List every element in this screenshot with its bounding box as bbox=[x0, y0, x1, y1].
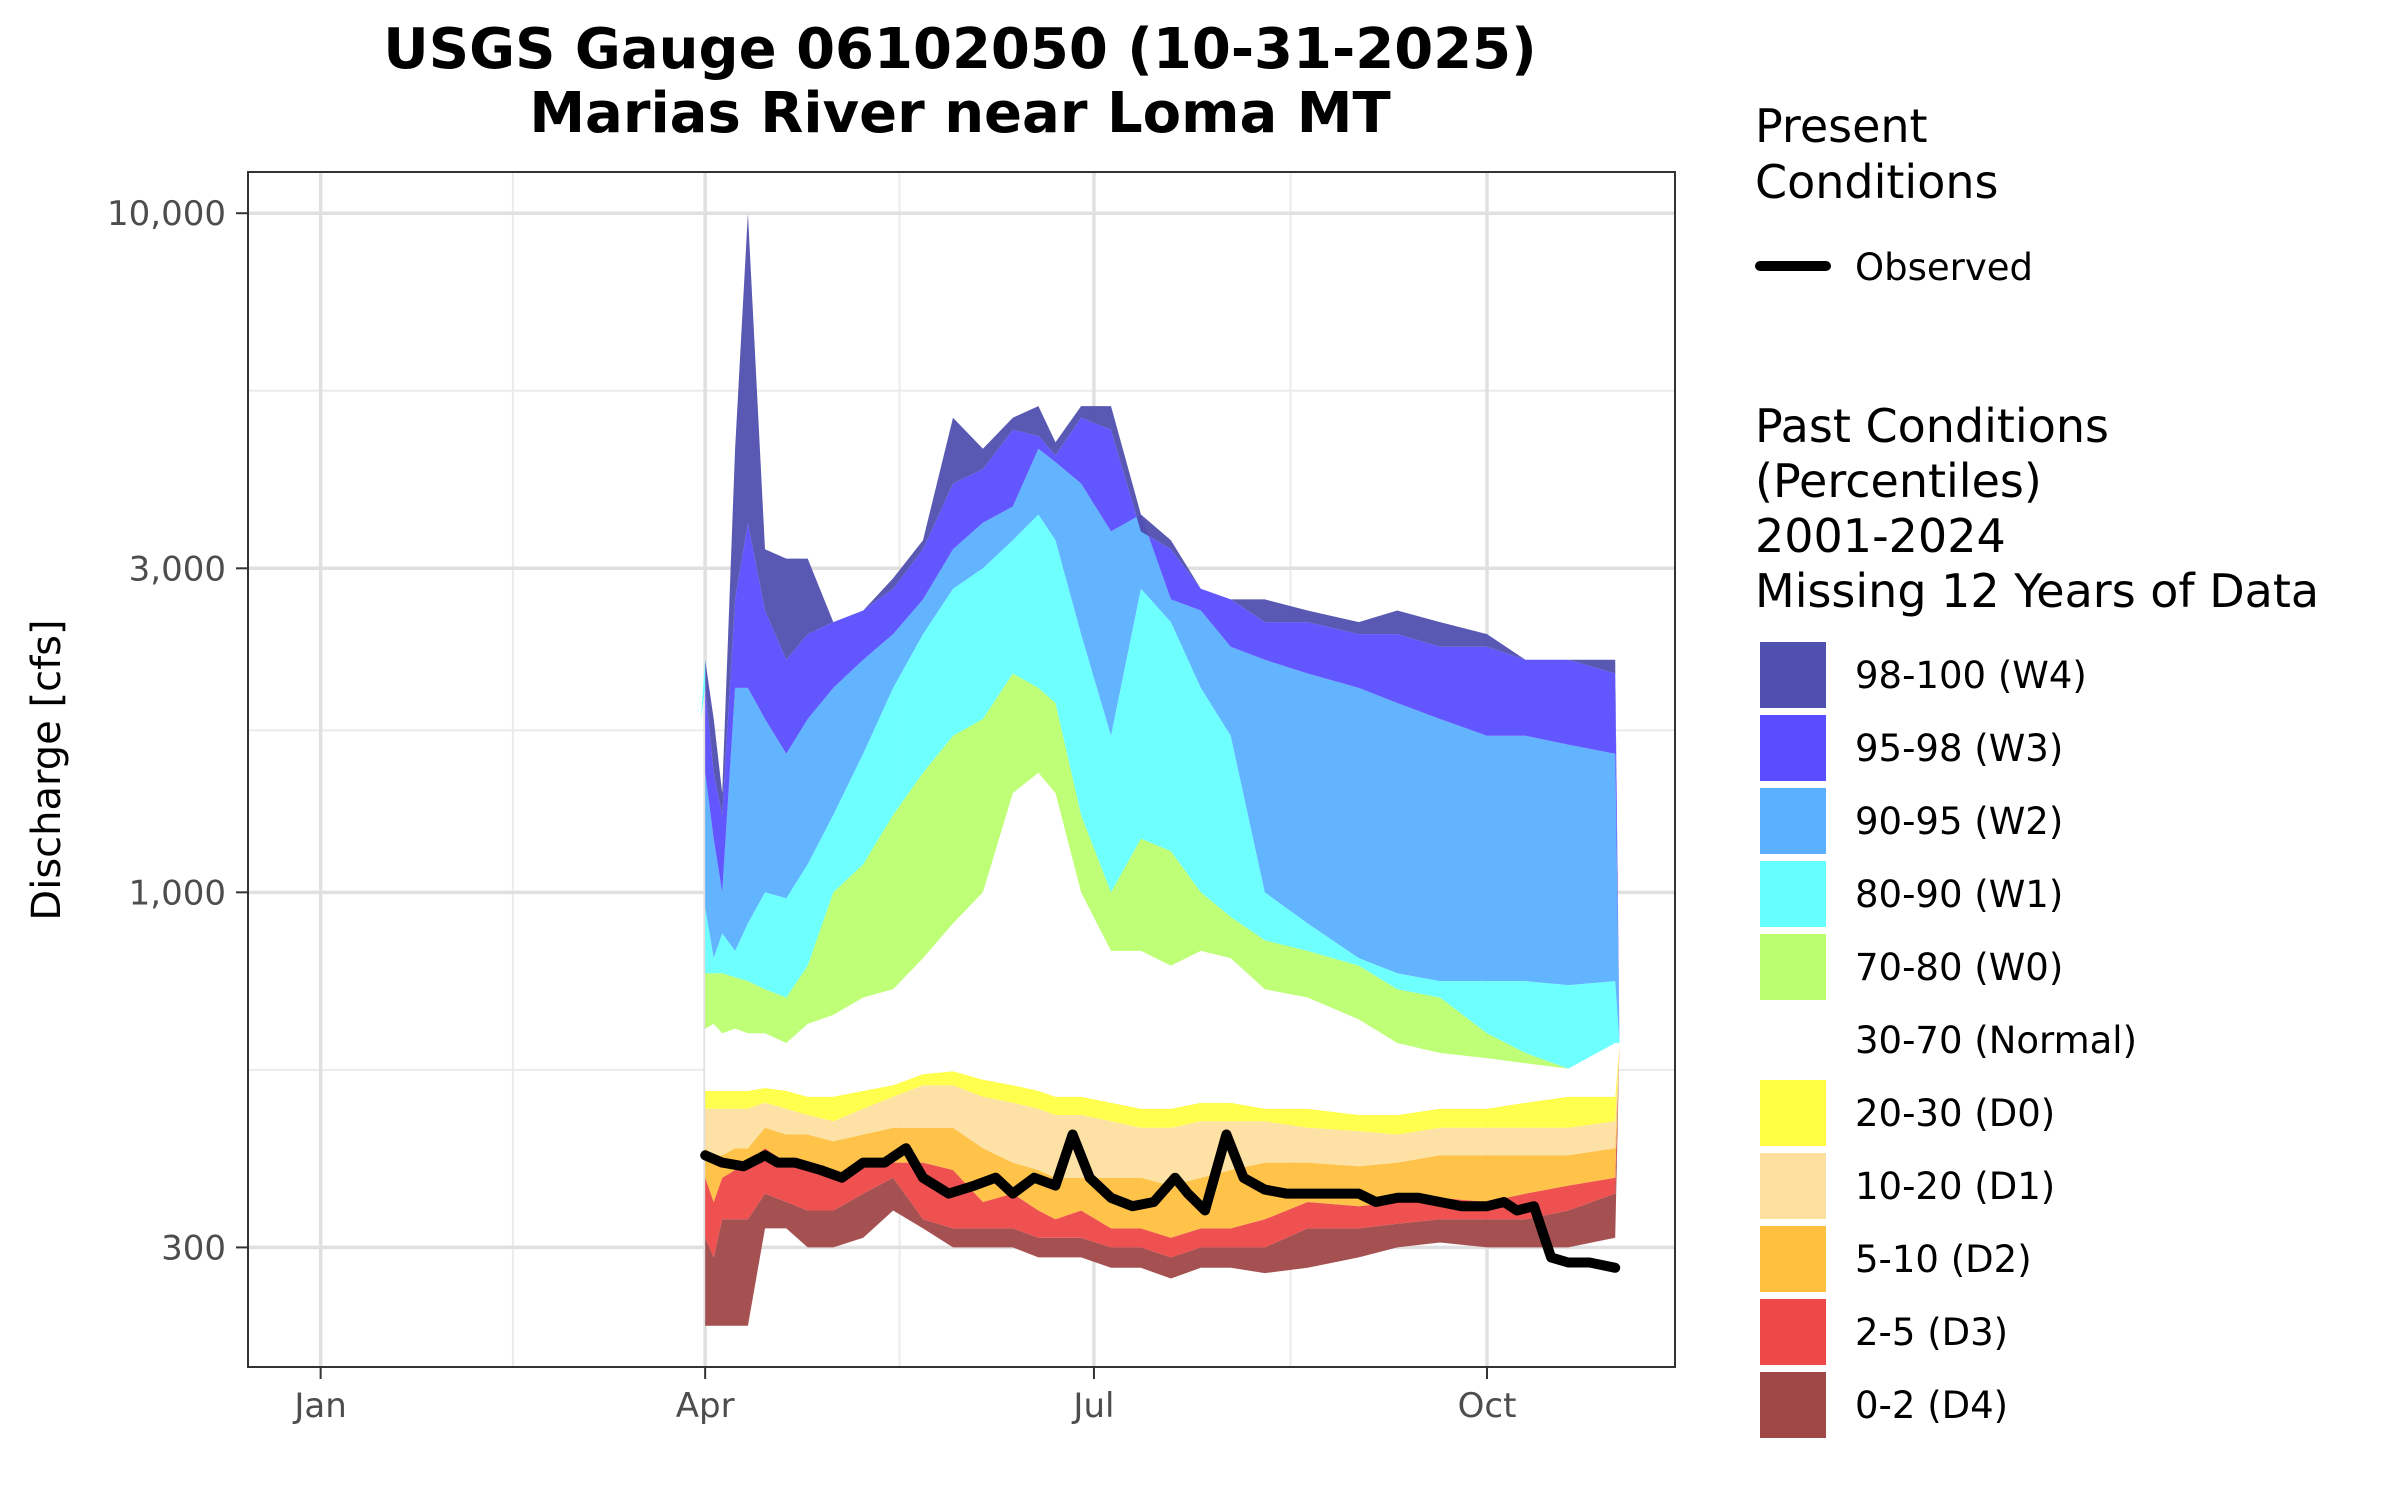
legend-swatch-7 bbox=[1760, 1153, 1826, 1219]
observed-series bbox=[700, 1129, 1621, 1273]
legend-observed-label: Observed bbox=[1855, 246, 2033, 289]
legend-swatch-3 bbox=[1760, 861, 1826, 927]
legend-swatch-4 bbox=[1760, 934, 1826, 1000]
band-0-2-d4 bbox=[705, 1019, 1628, 1326]
y-axis-label: Discharge [cfs] bbox=[24, 619, 70, 920]
legend-label-5: 30-70 (Normal) bbox=[1855, 1019, 2137, 1062]
band-80-90-w1 bbox=[705, 514, 1628, 1069]
chart-title-line-2: Marias River near Loma MT bbox=[529, 81, 1390, 146]
legend-present: Present Conditions Observed bbox=[1755, 99, 2033, 289]
chart-title-line-1: USGS Gauge 06102050 (10-31-2025) bbox=[383, 17, 1536, 82]
legend-label-1: 95-98 (W3) bbox=[1855, 727, 2063, 770]
legend-present-title-2: Conditions bbox=[1755, 155, 1998, 209]
legend-past-title-4: Missing 12 Years of Data bbox=[1755, 564, 2319, 618]
chart-title: USGS Gauge 06102050 (10-31-2025) Marias … bbox=[383, 17, 1536, 146]
y-tick-label-0: 300 bbox=[161, 1228, 226, 1268]
legend-past-title-2: (Percentiles) bbox=[1755, 454, 2042, 508]
band-20-30-d0 bbox=[705, 1019, 1628, 1135]
x-tick-label-2: Jul bbox=[1071, 1386, 1114, 1426]
legend-swatch-5 bbox=[1760, 1007, 1826, 1073]
percentile-bands bbox=[700, 213, 1628, 1326]
legend-label-6: 20-30 (D0) bbox=[1855, 1092, 2055, 1135]
x-tick-label-0: Jan bbox=[292, 1386, 346, 1426]
plot-border bbox=[247, 171, 1676, 1368]
y-tick-label-2: 3,000 bbox=[129, 549, 226, 589]
band-90-95-w2 bbox=[705, 448, 1628, 1043]
legend-swatch-6 bbox=[1760, 1080, 1826, 1146]
legend-label-2: 90-95 (W2) bbox=[1855, 800, 2063, 843]
legend-label-0: 98-100 (W4) bbox=[1855, 654, 2087, 697]
legend-swatch-10 bbox=[1760, 1372, 1826, 1438]
band-98-100-w4 bbox=[705, 213, 1628, 1043]
band-95-98-w3 bbox=[705, 417, 1628, 1043]
legend-label-3: 80-90 (W1) bbox=[1855, 873, 2063, 916]
legend-swatch-8 bbox=[1760, 1226, 1826, 1292]
legend-swatch-2 bbox=[1760, 788, 1826, 854]
x-tick-label-3: Oct bbox=[1458, 1386, 1517, 1426]
y-tick-label-3: 10,000 bbox=[107, 194, 226, 234]
band-70-80-w0 bbox=[705, 673, 1628, 1069]
band-2-5-d3 bbox=[705, 1019, 1628, 1258]
legend-past-title-1: Past Conditions bbox=[1755, 399, 2109, 453]
legend-label-8: 5-10 (D2) bbox=[1855, 1238, 2032, 1281]
legend-swatch-1 bbox=[1760, 715, 1826, 781]
legend-swatch-0 bbox=[1760, 642, 1826, 708]
legend-past: Past Conditions (Percentiles) 2001-2024 … bbox=[1755, 399, 2319, 1438]
legend-label-4: 70-80 (W0) bbox=[1855, 946, 2063, 989]
band-start-edge bbox=[700, 659, 706, 719]
band-10-20-d1 bbox=[705, 1019, 1628, 1186]
legend-label-9: 2-5 (D3) bbox=[1855, 1311, 2008, 1354]
observed-line bbox=[700, 1129, 1621, 1273]
legend-swatch-9 bbox=[1760, 1299, 1826, 1365]
x-tick-label-1: Apr bbox=[676, 1386, 735, 1426]
legend-present-title-1: Present bbox=[1755, 99, 1928, 153]
y-tick-label-1: 1,000 bbox=[129, 873, 226, 913]
legend-label-7: 10-20 (D1) bbox=[1855, 1165, 2055, 1208]
band-30-70-normal bbox=[705, 772, 1628, 1115]
legend-label-10: 0-2 (D4) bbox=[1855, 1384, 2008, 1427]
axis-ticks: 300 1,000 3,000 10,000 Jan Apr Jul Oct bbox=[107, 194, 1516, 1426]
band-5-10-d2 bbox=[705, 1019, 1628, 1238]
legend-past-title-3: 2001-2024 bbox=[1755, 509, 2006, 563]
